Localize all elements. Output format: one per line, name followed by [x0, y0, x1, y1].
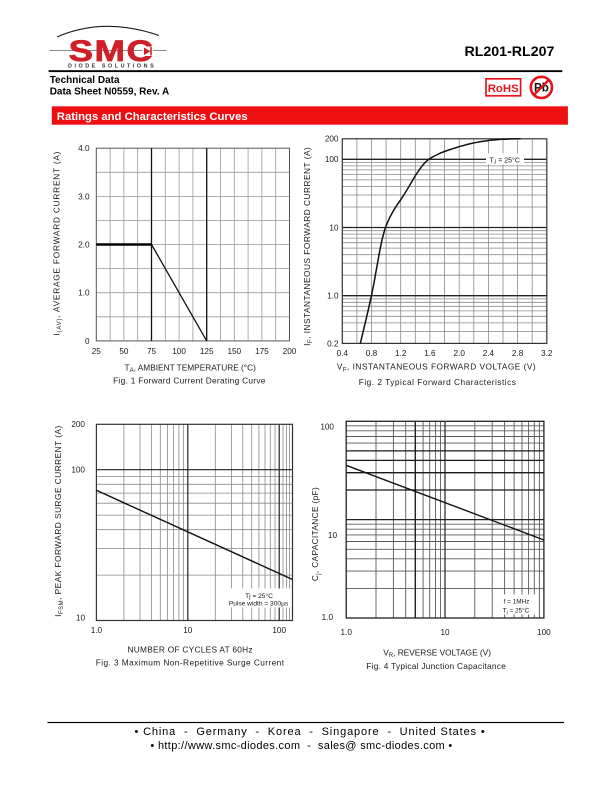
svg-text:I(AV), AVERAGE FORWARD CURRENT: I(AV), AVERAGE FORWARD CURRENT (A): [51, 151, 63, 336]
svg-text:1.6: 1.6: [424, 349, 436, 358]
svg-text:50: 50: [119, 347, 129, 356]
svg-text:DIODE SOLUTIONS: DIODE SOLUTIONS: [68, 63, 156, 69]
svg-text:1.0: 1.0: [341, 628, 353, 637]
svg-text:IF, INSTANTANEOUS FORWARD CURR: IF, INSTANTANEOUS FORWARD CURRENT (A): [302, 147, 314, 346]
svg-text:Ratings and Characteristics Cu: Ratings and Characteristics Curves: [57, 111, 248, 123]
svg-text:SMC: SMC: [69, 35, 155, 68]
svg-text:Tj = 25°C: Tj = 25°C: [503, 606, 530, 615]
svg-text:2.8: 2.8: [512, 349, 524, 358]
svg-text:Technical Data: Technical Data: [50, 75, 120, 86]
svg-text:10: 10: [440, 628, 450, 637]
svg-text:NUMBER OF CYCLES AT 60Hz: NUMBER OF CYCLES AT 60Hz: [128, 645, 253, 655]
svg-text:Pulse width = 300µs: Pulse width = 300µs: [229, 601, 289, 608]
svg-text:100: 100: [320, 422, 334, 431]
svg-text:200: 200: [325, 135, 339, 144]
svg-text:100: 100: [172, 347, 186, 356]
svg-text:10: 10: [76, 614, 86, 623]
svg-text:125: 125: [200, 347, 214, 356]
svg-text:f = 1MHz: f = 1MHz: [504, 599, 530, 606]
svg-text:Fig. 1 Forward Current Derati: Fig. 1 Forward Current Derating Curve: [113, 375, 266, 385]
svg-text:0.8: 0.8: [366, 349, 378, 358]
svg-text:Fig. 3 Maximum Non-Repetitive: Fig. 3 Maximum Non-Repetitive Surge Curr…: [96, 658, 285, 668]
svg-text:• http://www.smc-diodes.com -: • http://www.smc-diodes.com - sales@ smc…: [150, 740, 452, 752]
svg-text:0: 0: [85, 337, 90, 346]
svg-text:0.2: 0.2: [327, 339, 339, 348]
svg-text:Data Sheet N0559, Rev. A: Data Sheet N0559, Rev. A: [50, 87, 170, 98]
svg-text:VF, INSTANTANEOUS FORWARD VOLT: VF, INSTANTANEOUS FORWARD VOLTAGE (V): [337, 362, 536, 374]
svg-text:VR, REVERSE VOLTAGE (V): VR, REVERSE VOLTAGE (V): [383, 647, 491, 659]
svg-text:RL201-RL207: RL201-RL207: [464, 44, 554, 60]
svg-text:2.0: 2.0: [454, 349, 466, 358]
svg-text:1.2: 1.2: [395, 349, 407, 358]
svg-text:Fig. 4 Typical Junction Capac: Fig. 4 Typical Junction Capacitance: [366, 661, 506, 671]
svg-text:75: 75: [147, 347, 157, 356]
svg-text:RoHS: RoHS: [488, 83, 519, 95]
svg-text:200: 200: [71, 420, 85, 429]
svg-text:TJ = 25°C: TJ = 25°C: [490, 156, 520, 165]
svg-text:1.0: 1.0: [322, 613, 334, 622]
svg-text:10: 10: [328, 531, 338, 540]
svg-text:3.0: 3.0: [78, 192, 90, 201]
svg-text:100: 100: [537, 628, 551, 637]
svg-text:200: 200: [283, 347, 297, 356]
svg-text:1.0: 1.0: [91, 626, 103, 635]
svg-text:Cj, CAPACITANCE (pF): Cj, CAPACITANCE (pF): [310, 487, 322, 581]
svg-text:100: 100: [272, 626, 286, 635]
svg-text:Fig. 2 Typical Forward Charac: Fig. 2 Typical Forward Characteristics: [359, 377, 517, 387]
svg-text:10: 10: [183, 626, 193, 635]
svg-text:150: 150: [227, 347, 241, 356]
svg-text:0.4: 0.4: [337, 349, 349, 358]
svg-text:2.4: 2.4: [483, 349, 495, 358]
svg-text:1.0: 1.0: [327, 292, 339, 301]
svg-text:1.0: 1.0: [78, 289, 90, 298]
svg-text:3.2: 3.2: [541, 349, 553, 358]
svg-text:• China - Germany - Korea: • China - Germany - Korea - Singapore - …: [134, 726, 485, 738]
svg-text:IFSM, PEAK FORWARD SURGE CURRE: IFSM, PEAK FORWARD SURGE CURRENT (A): [53, 425, 65, 617]
svg-text:4.0: 4.0: [78, 144, 90, 153]
svg-text:10: 10: [329, 223, 339, 232]
svg-text:100: 100: [71, 466, 85, 475]
svg-text:25: 25: [92, 347, 102, 356]
svg-text:TA, AMBIENT TEMPERATURE (°C): TA, AMBIENT TEMPERATURE (°C): [125, 362, 257, 374]
svg-text:2.0: 2.0: [78, 240, 90, 249]
svg-text:175: 175: [255, 347, 269, 356]
svg-text:Tj = 25°C: Tj = 25°C: [245, 592, 273, 600]
svg-text:100: 100: [325, 155, 339, 164]
